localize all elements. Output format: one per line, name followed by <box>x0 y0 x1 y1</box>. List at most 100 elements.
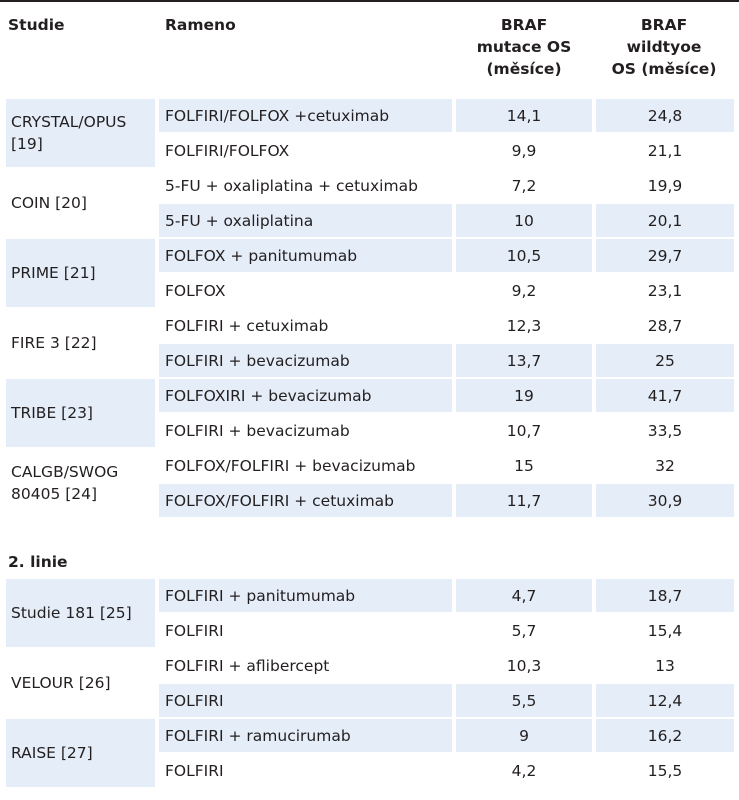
row-cell-bg <box>596 344 734 377</box>
arm-cell: FOLFIRI <box>165 761 224 780</box>
study-cell-bg <box>6 719 155 787</box>
row-cell-bg <box>159 719 452 752</box>
braf-mutation-os-cell: 15 <box>514 456 534 475</box>
braf-wildtype-os-cell: 19,9 <box>647 176 683 195</box>
row-cell-bg <box>159 484 452 517</box>
row-cell-bg <box>159 684 452 717</box>
study-name: RAISE [27] <box>11 744 93 762</box>
row-cell-bg <box>456 344 592 377</box>
study-cell-bg <box>6 99 155 167</box>
row-cell-bg <box>456 379 592 412</box>
row-cell-bg <box>596 239 734 272</box>
braf-mutation-os-cell: 5,7 <box>511 621 537 640</box>
row-cell-bg <box>596 484 734 517</box>
row-cell-bg <box>596 579 734 612</box>
row-cell-bg <box>456 484 592 517</box>
arm-cell: FOLFOXIRI + bevacizumab <box>165 386 372 405</box>
header-study: Studie <box>8 16 65 34</box>
row-cell-bg <box>596 204 734 237</box>
braf-mutation-os-cell: 9,2 <box>511 281 537 300</box>
row-cell-bg <box>456 239 592 272</box>
row-cell-bg <box>596 719 734 752</box>
braf-wildtype-os-cell: 24,8 <box>647 106 683 125</box>
braf-wildtype-os-cell: 21,1 <box>647 141 683 160</box>
braf-mutation-os-cell: 10,7 <box>506 421 542 440</box>
row-cell-bg <box>596 684 734 717</box>
study-cell-bg <box>6 239 155 307</box>
top-rule <box>0 0 739 2</box>
row-cell-bg <box>456 579 592 612</box>
braf-wildtype-os-cell: 25 <box>655 351 675 370</box>
study-name: CALGB/SWOG <box>11 463 119 481</box>
braf-wildtype-os-cell: 29,7 <box>647 246 683 265</box>
braf-mutation-os-cell: 7,2 <box>511 176 537 195</box>
arm-cell: FOLFIRI + bevacizumab <box>165 351 350 370</box>
study-name: FIRE 3 [22] <box>11 334 97 352</box>
section-title-second-line: 2. linie <box>8 553 68 571</box>
study-name: TRIBE [23] <box>11 404 93 422</box>
study-name: 80405 [24] <box>11 485 98 503</box>
braf-wildtype-os-cell: 12,4 <box>647 691 683 710</box>
braf-mutation-os-cell: 10,3 <box>506 656 542 675</box>
study-cell-bg <box>6 579 155 647</box>
arm-cell: FOLFIRI <box>165 621 224 640</box>
header-braf-mutation: BRAF mutace OS (měsíce) <box>476 16 572 78</box>
braf-mutation-os-cell: 12,3 <box>506 316 542 335</box>
row-cell-bg <box>159 204 452 237</box>
braf-wildtype-os-cell: 20,1 <box>647 211 683 230</box>
study-name: VELOUR [26] <box>11 674 111 692</box>
braf-mutation-os-cell: 4,2 <box>511 761 537 780</box>
braf-mutation-os-cell: 9 <box>519 726 529 745</box>
row-cell-bg <box>596 379 734 412</box>
arm-cell: FOLFIRI + aflibercept <box>165 656 330 675</box>
study-name: CRYSTAL/OPUS <box>11 113 127 131</box>
study-cell-bg <box>6 379 155 447</box>
braf-wildtype-os-cell: 41,7 <box>647 386 683 405</box>
braf-wildtype-os-cell: 13 <box>655 656 675 675</box>
arm-cell: FOLFIRI + panitumumab <box>165 586 356 605</box>
braf-wildtype-os-cell: 15,5 <box>647 761 683 780</box>
row-cell-bg <box>159 344 452 377</box>
braf-wildtype-os-cell: 16,2 <box>647 726 683 745</box>
arm-cell: FOLFOX/FOLFIRI + bevacizumab <box>165 456 416 475</box>
row-cell-bg <box>456 204 592 237</box>
arm-cell: FOLFIRI/FOLFOX <box>165 141 290 160</box>
row-cell-bg <box>159 99 452 132</box>
study-name: Studie 181 [25] <box>11 604 132 622</box>
row-cell-bg <box>596 99 734 132</box>
arm-cell: FOLFOX <box>165 281 226 300</box>
study-name: [19] <box>11 135 43 153</box>
braf-mutation-os-cell: 19 <box>514 386 534 405</box>
braf-wildtype-os-cell: 30,9 <box>647 491 683 510</box>
study-name: PRIME [21] <box>11 264 96 282</box>
arm-cell: FOLFIRI + bevacizumab <box>165 421 350 440</box>
arm-cell: 5-FU + oxaliplatina <box>165 211 314 230</box>
arm-cell: 5-FU + oxaliplatina + cetuximab <box>165 176 418 195</box>
row-cell-bg <box>159 379 452 412</box>
braf-wildtype-os-cell: 18,7 <box>647 586 683 605</box>
row-cell-bg <box>456 719 592 752</box>
arm-cell: FOLFIRI + ramucirumab <box>165 726 351 745</box>
arm-cell: FOLFOX + panitumumab <box>165 246 358 265</box>
row-cell-bg <box>456 684 592 717</box>
arm-cell: FOLFIRI/FOLFOX +cetuximab <box>165 106 390 125</box>
row-cell-bg <box>159 239 452 272</box>
braf-mutation-os-cell: 14,1 <box>506 106 542 125</box>
header-arm: Rameno <box>165 16 236 34</box>
braf-wildtype-os-cell: 28,7 <box>647 316 683 335</box>
braf-mutation-os-cell: 4,7 <box>511 586 537 605</box>
header-braf-wildtype: BRAF wildtyoe OS (měsíce) <box>611 16 717 78</box>
braf-wildtype-os-cell: 33,5 <box>647 421 683 440</box>
braf-mutation-os-cell: 10,5 <box>506 246 542 265</box>
row-cell-bg <box>159 579 452 612</box>
row-cell-bg <box>456 99 592 132</box>
braf-mutation-os-cell: 5,5 <box>511 691 537 710</box>
braf-wildtype-os-cell: 15,4 <box>647 621 683 640</box>
arm-cell: FOLFIRI <box>165 691 224 710</box>
braf-mutation-os-cell: 13,7 <box>506 351 542 370</box>
braf-wildtype-os-cell: 32 <box>655 456 675 475</box>
arm-cell: FOLFOX/FOLFIRI + cetuximab <box>165 491 395 510</box>
arm-cell: FOLFIRI + cetuximab <box>165 316 329 335</box>
braf-mutation-os-cell: 11,7 <box>506 491 542 510</box>
braf-mutation-os-cell: 10 <box>514 211 534 230</box>
